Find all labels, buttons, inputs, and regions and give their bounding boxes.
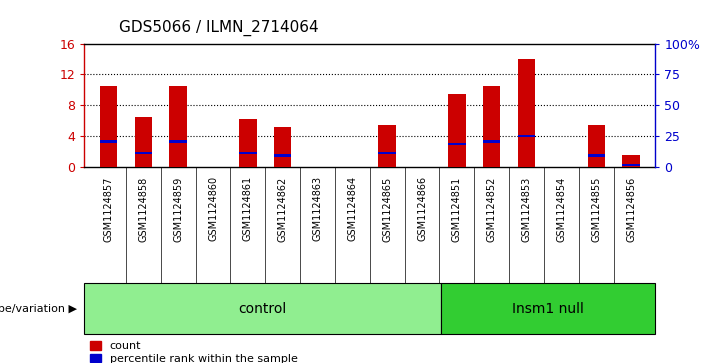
Text: control: control — [238, 302, 287, 315]
Text: Insm1 null: Insm1 null — [512, 302, 584, 315]
Text: GDS5066 / ILMN_2714064: GDS5066 / ILMN_2714064 — [119, 20, 319, 36]
Text: GSM1124865: GSM1124865 — [382, 176, 392, 241]
Text: GSM1124853: GSM1124853 — [522, 176, 531, 241]
Bar — [274, 127, 292, 167]
Text: GSM1124862: GSM1124862 — [278, 176, 287, 241]
Bar — [170, 140, 187, 143]
Text: GSM1124860: GSM1124860 — [208, 176, 218, 241]
Bar — [587, 154, 605, 156]
Text: GSM1124863: GSM1124863 — [313, 176, 322, 241]
Bar — [441, 283, 655, 334]
Bar — [135, 117, 152, 167]
Bar — [448, 143, 465, 145]
Legend: count, percentile rank within the sample: count, percentile rank within the sample — [90, 341, 297, 363]
Text: GSM1124856: GSM1124856 — [626, 176, 636, 241]
Text: GSM1124864: GSM1124864 — [348, 176, 358, 241]
Bar — [483, 140, 501, 143]
Bar — [239, 152, 257, 154]
Text: genotype/variation ▶: genotype/variation ▶ — [0, 303, 77, 314]
Bar — [379, 125, 396, 167]
Bar — [100, 86, 117, 167]
Text: GSM1124851: GSM1124851 — [452, 176, 462, 241]
Bar — [274, 154, 292, 156]
Bar — [84, 283, 441, 334]
Bar — [587, 125, 605, 167]
Text: GSM1124857: GSM1124857 — [104, 176, 114, 242]
Bar — [518, 135, 536, 137]
Bar — [379, 152, 396, 154]
Bar — [170, 86, 187, 167]
Text: GSM1124854: GSM1124854 — [557, 176, 566, 241]
Text: GSM1124852: GSM1124852 — [486, 176, 497, 242]
Bar — [239, 119, 257, 167]
Text: GSM1124866: GSM1124866 — [417, 176, 427, 241]
Text: GSM1124855: GSM1124855 — [591, 176, 601, 242]
Bar — [622, 163, 640, 166]
Bar — [100, 140, 117, 143]
Bar — [518, 59, 536, 167]
Text: GSM1124858: GSM1124858 — [138, 176, 149, 241]
Text: GSM1124861: GSM1124861 — [243, 176, 253, 241]
Bar — [622, 155, 640, 167]
Bar — [483, 86, 501, 167]
Text: GSM1124859: GSM1124859 — [173, 176, 183, 241]
Bar — [448, 94, 465, 167]
Bar — [135, 152, 152, 154]
